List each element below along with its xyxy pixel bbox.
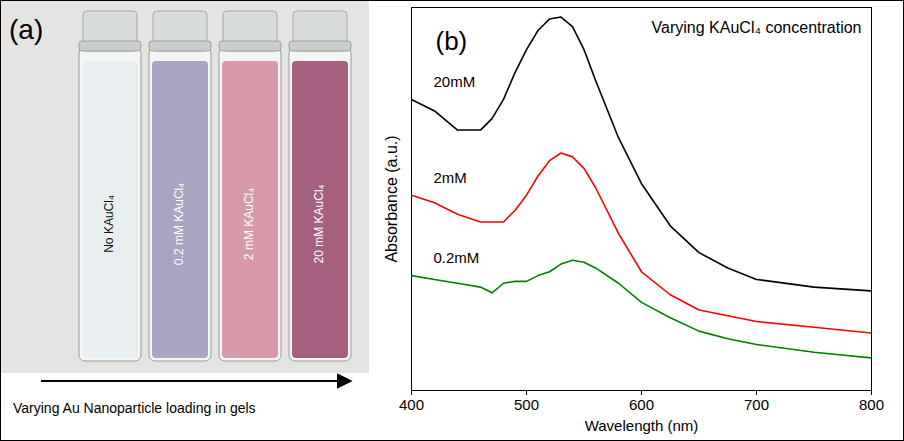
svg-text:Varying Au Nanoparticle loadin: Varying Au Nanoparticle loading in gels bbox=[13, 400, 256, 416]
svg-text:No KAuCl₄: No KAuCl₄ bbox=[102, 195, 116, 253]
svg-text:0.2mM: 0.2mM bbox=[434, 249, 480, 266]
svg-text:(b): (b) bbox=[436, 26, 468, 56]
svg-text:Varying KAuCl₄ concentration: Varying KAuCl₄ concentration bbox=[652, 19, 862, 36]
svg-text:Absorbance (a.u.): Absorbance (a.u.) bbox=[383, 135, 400, 262]
svg-text:0.2 mM KAuCl₄: 0.2 mM KAuCl₄ bbox=[172, 183, 186, 265]
svg-text:20mM: 20mM bbox=[434, 73, 476, 90]
svg-text:500: 500 bbox=[514, 396, 539, 413]
svg-text:(a): (a) bbox=[9, 14, 43, 45]
svg-text:20 mM KAuCl₄: 20 mM KAuCl₄ bbox=[312, 184, 326, 263]
svg-text:800: 800 bbox=[859, 396, 884, 413]
svg-text:400: 400 bbox=[399, 396, 424, 413]
svg-text:700: 700 bbox=[744, 396, 769, 413]
svg-text:600: 600 bbox=[629, 396, 654, 413]
svg-text:2 mM KAuCl₄: 2 mM KAuCl₄ bbox=[242, 188, 256, 260]
svg-text:Wavelength (nm): Wavelength (nm) bbox=[585, 417, 699, 434]
svg-text:2mM: 2mM bbox=[434, 169, 467, 186]
